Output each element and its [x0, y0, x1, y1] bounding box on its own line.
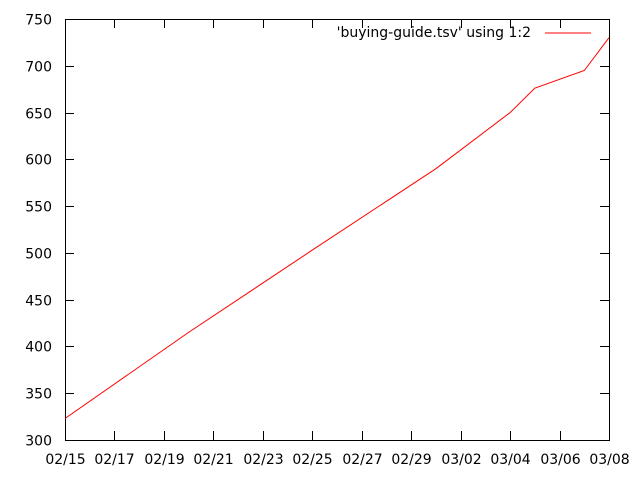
- x-tick-label: 02/17: [94, 452, 134, 468]
- x-tick-label: 03/02: [441, 452, 481, 468]
- x-tick-label: 02/25: [292, 452, 332, 468]
- y-tick-label: 350: [25, 387, 52, 403]
- y-axis-tick-labels: 300 350 400 450 500 550 600 650 700 750: [25, 13, 52, 450]
- series-layer: [64, 37, 610, 419]
- y-tick-label: 300: [25, 434, 52, 450]
- x-tick-label: 02/27: [342, 452, 382, 468]
- x-tick-label: 02/29: [391, 452, 431, 468]
- y-tick-label: 750: [25, 13, 52, 29]
- x-tick-label: 03/06: [540, 452, 580, 468]
- y-tick-label: 650: [25, 107, 52, 123]
- x-axis-tick-labels: 02/15 02/17 02/19 02/21 02/23 02/25 02/27 02/29…: [45, 452, 629, 468]
- axis-ticks: [65, 19, 610, 441]
- plot-frame: [65, 19, 610, 441]
- legend: 'buying-guide.tsv' using 1:2: [337, 25, 591, 41]
- x-tick-label: 02/19: [144, 452, 184, 468]
- y-tick-label: 400: [25, 340, 52, 356]
- x-tick-label: 02/21: [193, 452, 233, 468]
- x-tick-label: 03/08: [589, 452, 629, 468]
- y-tick-label: 550: [25, 200, 52, 216]
- y-tick-label: 500: [25, 247, 52, 263]
- y-tick-label: 700: [25, 60, 52, 76]
- legend-label: 'buying-guide.tsv' using 1:2: [337, 25, 531, 41]
- y-tick-label: 450: [25, 294, 52, 310]
- series-line: [64, 37, 610, 419]
- y-tick-label: 600: [25, 153, 52, 169]
- x-tick-label: 03/04: [490, 452, 530, 468]
- x-tick-label: 02/23: [243, 452, 283, 468]
- x-tick-label: 02/15: [45, 452, 85, 468]
